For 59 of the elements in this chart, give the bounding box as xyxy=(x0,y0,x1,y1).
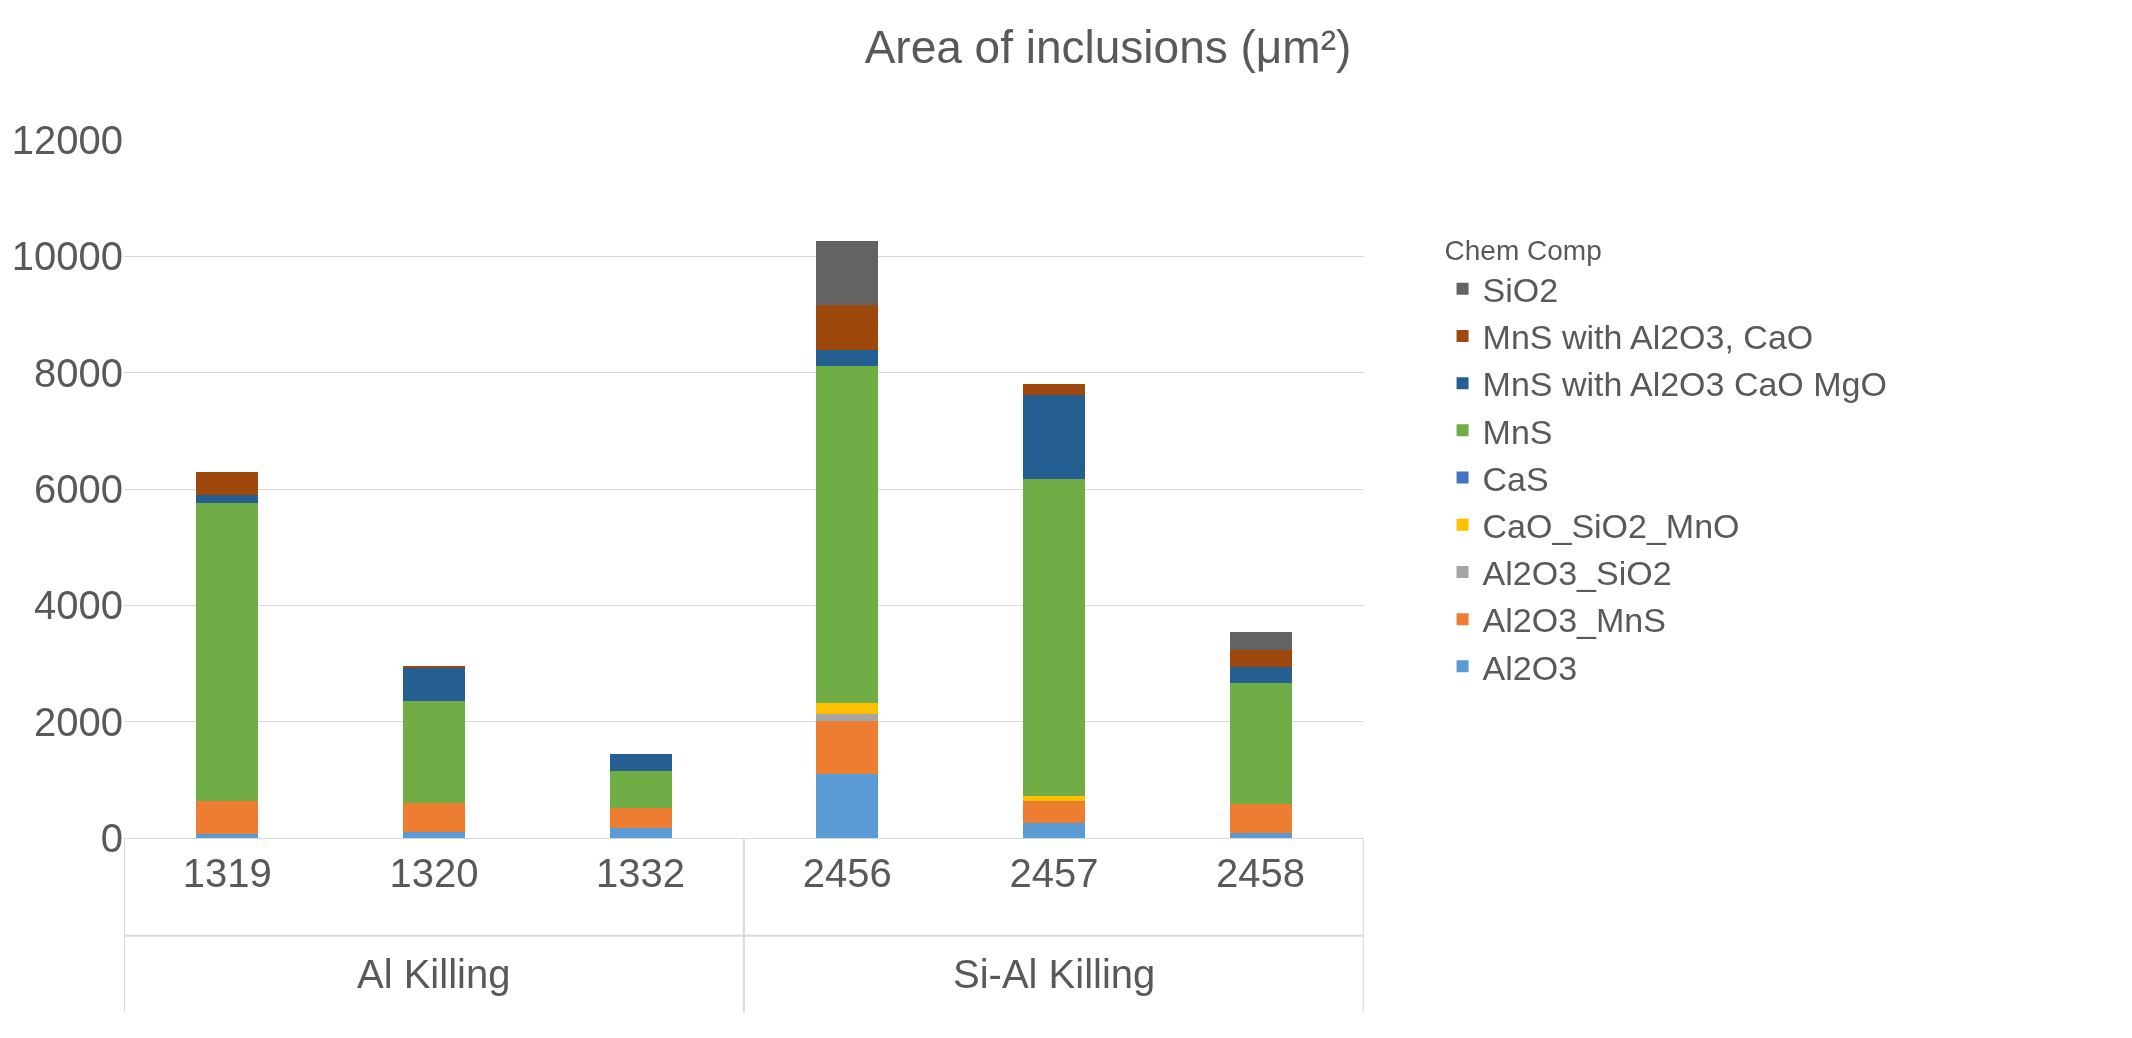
y-tick-label: 4000 xyxy=(34,583,123,628)
legend-label: Al2O3 xyxy=(1482,648,1578,687)
bar xyxy=(1022,395,1085,480)
bar xyxy=(402,802,465,833)
bar xyxy=(196,502,259,801)
y-tick-label: 10000 xyxy=(11,234,123,279)
bar xyxy=(816,721,879,775)
bar xyxy=(1229,632,1292,650)
bar xyxy=(1229,804,1292,833)
bar xyxy=(816,241,879,306)
bar xyxy=(1022,479,1085,796)
bar xyxy=(1229,683,1292,805)
bar xyxy=(1229,649,1292,667)
bar xyxy=(196,833,259,838)
y-tick-label: 8000 xyxy=(34,350,123,395)
legend-label: CaO_SiO2_MnO xyxy=(1482,507,1740,546)
x-tick-label: 1332 xyxy=(596,851,686,895)
bar xyxy=(196,472,259,495)
bar xyxy=(609,828,672,838)
x-tick-label: 2458 xyxy=(1216,851,1306,895)
bar xyxy=(816,703,879,714)
bar xyxy=(609,771,672,809)
x-tick-label: 1320 xyxy=(389,851,479,895)
legend-label: Al2O3_MnS xyxy=(1482,601,1666,640)
bar xyxy=(402,701,465,803)
x-tick-label: 2457 xyxy=(1009,851,1099,895)
bar xyxy=(402,667,465,702)
bar xyxy=(1022,801,1085,823)
bar xyxy=(196,800,259,834)
legend-label: MnS with Al2O3, CaO xyxy=(1482,318,1814,357)
bar xyxy=(1022,822,1085,838)
bar xyxy=(816,349,879,366)
bar xyxy=(1229,832,1292,838)
y-tick-label: 6000 xyxy=(34,467,123,511)
bar xyxy=(196,494,259,503)
bar xyxy=(816,774,879,838)
bar xyxy=(816,365,879,704)
bar xyxy=(1229,666,1292,684)
y-tick-label: 12000 xyxy=(11,118,123,162)
text: Si-Al Killing xyxy=(953,952,1156,996)
legend-label: CaS xyxy=(1482,459,1549,498)
bar xyxy=(816,713,879,722)
bar xyxy=(1022,384,1085,396)
y-tick-label: 2000 xyxy=(34,699,123,744)
bar xyxy=(402,665,465,668)
legend-label: Al2O3_SiO2 xyxy=(1482,554,1672,593)
text: Al Killing xyxy=(357,952,511,996)
legend-label: MnS xyxy=(1482,412,1553,451)
legend-title: Chem Comp xyxy=(1444,235,1602,267)
bar xyxy=(609,754,672,772)
bar xyxy=(402,832,465,838)
x-tick-label: 1319 xyxy=(182,851,272,895)
bar xyxy=(816,305,879,350)
bar xyxy=(609,808,672,829)
chart-title: Area of inclusions (μm²) xyxy=(864,21,1352,74)
legend-label: SiO2 xyxy=(1482,271,1559,310)
x-tick-label: 2456 xyxy=(802,851,892,895)
y-tick-label: 0 xyxy=(100,816,123,860)
legend-label: MnS with Al2O3 CaO MgO xyxy=(1482,365,1887,404)
